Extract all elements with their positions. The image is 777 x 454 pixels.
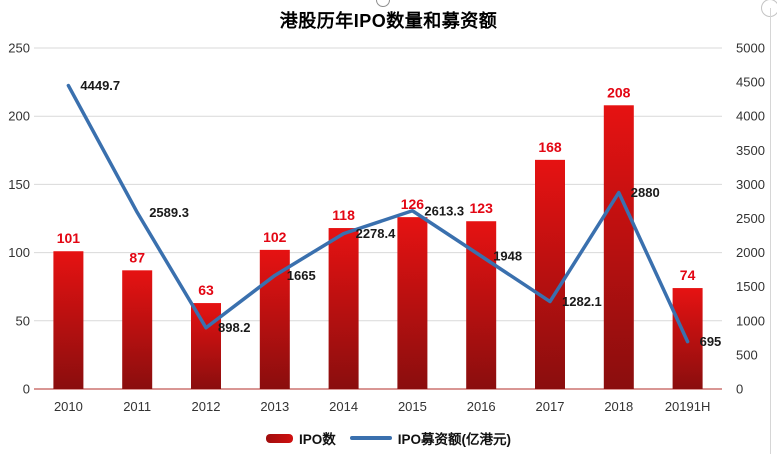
- legend-item-bar: IPO数: [265, 428, 336, 448]
- svg-text:3000: 3000: [736, 177, 765, 192]
- svg-text:0: 0: [736, 382, 743, 397]
- svg-text:126: 126: [401, 196, 425, 212]
- legend: IPO数 IPO募资额(亿港元): [0, 428, 777, 448]
- svg-text:3500: 3500: [736, 143, 765, 158]
- bar-series-swatch-icon: [265, 433, 293, 443]
- svg-text:150: 150: [8, 177, 30, 192]
- svg-text:1282.1: 1282.1: [562, 294, 602, 309]
- svg-text:208: 208: [607, 84, 631, 100]
- chart-border-right: [770, 8, 771, 454]
- svg-text:101: 101: [57, 230, 81, 246]
- svg-text:1000: 1000: [736, 313, 765, 328]
- svg-text:2016: 2016: [467, 399, 496, 414]
- svg-text:2018: 2018: [604, 399, 633, 414]
- svg-text:2014: 2014: [329, 399, 358, 414]
- svg-text:118: 118: [332, 207, 355, 223]
- svg-text:100: 100: [8, 245, 30, 260]
- svg-text:2500: 2500: [736, 211, 765, 226]
- svg-text:500: 500: [736, 347, 758, 362]
- svg-text:87: 87: [129, 249, 145, 265]
- svg-text:0: 0: [23, 382, 30, 397]
- svg-text:2012: 2012: [192, 399, 221, 414]
- svg-text:4500: 4500: [736, 75, 765, 90]
- svg-text:1948: 1948: [493, 249, 522, 264]
- legend-item-line: IPO募资额(亿港元): [349, 428, 511, 448]
- svg-text:1665: 1665: [287, 268, 316, 283]
- svg-text:102: 102: [263, 229, 287, 245]
- svg-text:2589.3: 2589.3: [149, 205, 189, 220]
- svg-text:2278.4: 2278.4: [356, 226, 397, 241]
- svg-text:123: 123: [470, 200, 494, 216]
- svg-text:63: 63: [198, 282, 214, 298]
- svg-text:168: 168: [538, 139, 562, 155]
- svg-text:2011: 2011: [123, 399, 151, 414]
- legend-label-line: IPO募资额(亿港元): [397, 432, 511, 447]
- svg-text:2017: 2017: [536, 399, 565, 414]
- svg-text:898.2: 898.2: [218, 320, 251, 335]
- svg-text:200: 200: [8, 109, 30, 124]
- line-series-swatch-icon: [349, 436, 392, 440]
- svg-text:250: 250: [8, 41, 30, 56]
- svg-text:2880: 2880: [631, 185, 660, 200]
- svg-text:50: 50: [16, 313, 30, 328]
- svg-text:4000: 4000: [736, 109, 765, 124]
- svg-text:20191H: 20191H: [665, 399, 711, 414]
- svg-text:5000: 5000: [736, 41, 765, 56]
- svg-text:2010: 2010: [54, 399, 83, 414]
- svg-text:4449.7: 4449.7: [80, 78, 120, 93]
- svg-text:2013: 2013: [260, 399, 289, 414]
- chart-title: 港股历年IPO数量和募资额: [279, 11, 498, 31]
- svg-text:2015: 2015: [398, 399, 427, 414]
- svg-text:695: 695: [700, 334, 722, 349]
- svg-text:74: 74: [680, 267, 696, 283]
- svg-text:1500: 1500: [736, 279, 765, 294]
- chart-border-corner: [761, 0, 777, 17]
- legend-label-bar: IPO数: [298, 432, 336, 447]
- svg-text:2000: 2000: [736, 245, 765, 260]
- svg-text:2613.3: 2613.3: [424, 203, 464, 218]
